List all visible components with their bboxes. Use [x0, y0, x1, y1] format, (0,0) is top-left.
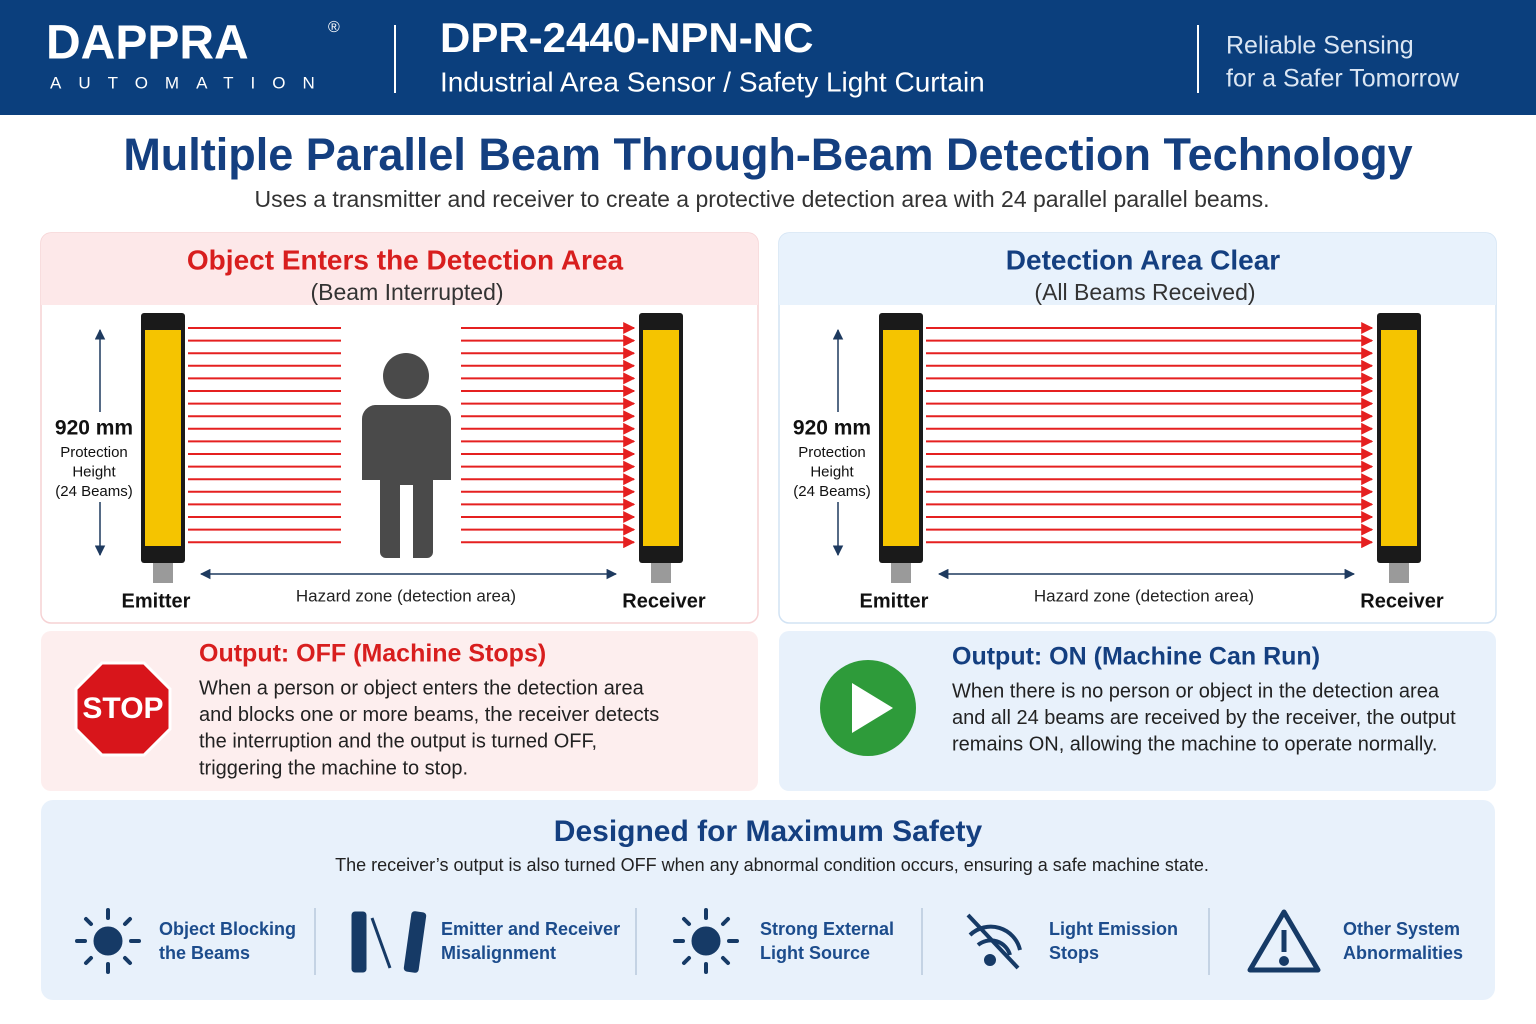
height-label: Protection [60, 444, 128, 461]
light-off-icon [966, 913, 1022, 970]
safety-item: Light Emission [1049, 919, 1178, 939]
height-label: Height [810, 463, 854, 480]
height-label: (24 Beams) [793, 483, 871, 500]
logo: DAPPRA [46, 17, 249, 70]
output-text: remains ON, allowing the machine to oper… [952, 734, 1437, 756]
safety-item: Object Blocking [159, 919, 296, 939]
dimension-bg [51, 412, 141, 502]
panel-band [779, 233, 1496, 305]
safety-item: Other System [1343, 919, 1460, 939]
height-label: Protection [798, 444, 866, 461]
panel-title: Object Enters the Detection Area [187, 244, 624, 275]
sensor-connector [1389, 563, 1409, 583]
safety-item: Emitter and Receiver [441, 919, 620, 939]
safety-title: Designed for Maximum Safety [554, 815, 983, 848]
panel-band [41, 233, 758, 305]
run-arrow [852, 683, 893, 733]
logo-sub: AUTOMATION [50, 73, 332, 92]
safety-subtitle: The receiver’s output is also turned OFF… [335, 855, 1209, 875]
safety-item: the Beams [159, 943, 250, 963]
output-text: the interruption and the output is turne… [199, 731, 597, 753]
person-body [361, 405, 451, 558]
safety-item: Stops [1049, 943, 1099, 963]
output-box [779, 631, 1496, 791]
registered-mark: ® [328, 19, 340, 36]
header-bar [0, 0, 1536, 115]
person-head [383, 353, 429, 399]
panel-subtitle: (All Beams Received) [1034, 279, 1255, 305]
safety-box [41, 800, 1495, 1000]
output-text: triggering the machine to stop. [199, 757, 468, 779]
output-title: Output: OFF (Machine Stops) [199, 640, 546, 668]
panel-title: Detection Area Clear [1006, 244, 1280, 275]
output-text: When there is no person or object in the… [952, 680, 1440, 702]
sensor-connector [153, 563, 173, 583]
model: DPR-2440-NPN-NC [440, 14, 813, 61]
dimension-bg [789, 412, 879, 502]
sensor-connector [651, 563, 671, 583]
zone-label: Hazard zone (detection area) [1034, 586, 1254, 605]
sensor-bar-body [1381, 330, 1417, 546]
height-value: 920 mm [793, 417, 871, 440]
sensor-bar-body [145, 330, 181, 546]
main-subtitle: Uses a transmitter and receiver to creat… [254, 186, 1269, 212]
output-text: and all 24 beams are received by the rec… [952, 707, 1456, 729]
output-title: Output: ON (Machine Can Run) [952, 643, 1320, 671]
misalignment-icon [351, 911, 427, 973]
panel-subtitle: (Beam Interrupted) [310, 279, 503, 305]
output-text: and blocks one or more beams, the receiv… [199, 704, 659, 726]
warning-icon [1247, 909, 1321, 973]
receiver-label: Receiver [622, 590, 706, 612]
receiver-label: Receiver [1360, 590, 1444, 612]
emitter-label: Emitter [122, 590, 191, 612]
height-value: 920 mm [55, 417, 133, 440]
safety-item: Abnormalities [1343, 943, 1463, 963]
output-text: When a person or object enters the detec… [199, 677, 645, 699]
height-label: Height [72, 463, 116, 480]
tagline: for a Safer Tomorrow [1226, 65, 1460, 93]
sun-icon [673, 908, 739, 974]
stop-sign [74, 661, 172, 757]
icons [75, 908, 1321, 974]
main-title: Multiple Parallel Beam Through-Beam Dete… [123, 129, 1412, 180]
emitter-label: Emitter [860, 590, 929, 612]
sensor-bar-body [643, 330, 679, 546]
safety-item: Strong External [760, 919, 894, 939]
sun-icon [75, 908, 141, 974]
sensor-connector [891, 563, 911, 583]
safety-item: Misalignment [441, 943, 556, 963]
stop-label: STOP [82, 692, 163, 725]
tagline: Reliable Sensing [1226, 32, 1414, 60]
zone-label: Hazard zone (detection area) [296, 586, 516, 605]
height-label: (24 Beams) [55, 483, 133, 500]
sensor-bar-body [883, 330, 919, 546]
safety-item: Light Source [760, 943, 870, 963]
product: Industrial Area Sensor / Safety Light Cu… [440, 66, 985, 97]
output-box [41, 631, 758, 791]
